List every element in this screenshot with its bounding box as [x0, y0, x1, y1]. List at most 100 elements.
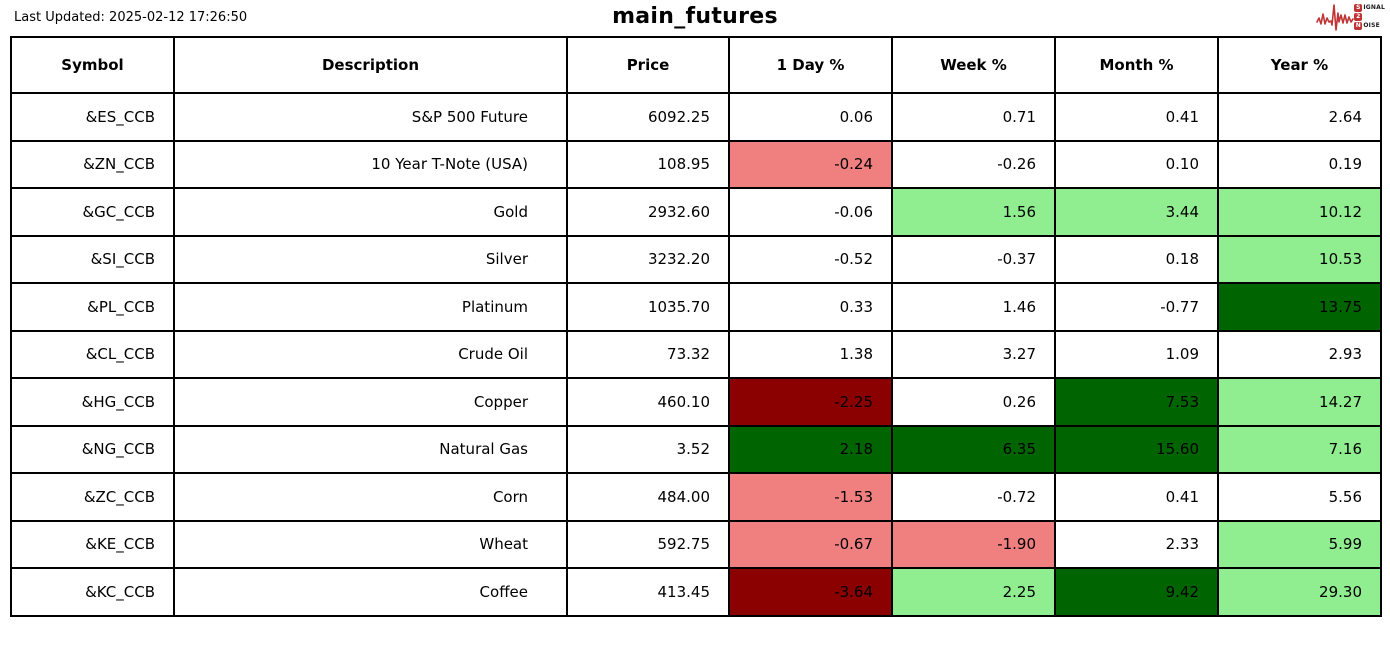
description-cell: Coffee: [173, 567, 568, 617]
symbol-cell: &GC_CCB: [10, 187, 175, 237]
column-header-month: Month %: [1054, 36, 1219, 94]
description-cell: Silver: [173, 234, 568, 284]
week-pct-cell: 0.26: [891, 377, 1056, 427]
year-pct-cell: 13.75: [1217, 282, 1382, 332]
description-cell: Natural Gas: [173, 424, 568, 474]
price-cell: 592.75: [566, 519, 730, 569]
description-cell: 10 Year T-Note (USA): [173, 139, 568, 189]
week-pct-cell: 6.35: [891, 424, 1056, 474]
logo-badge-s: S: [1354, 4, 1363, 12]
week-pct-cell: 0.71: [891, 92, 1056, 142]
price-cell: 6092.25: [566, 92, 730, 142]
day-pct-cell: 1.38: [728, 329, 893, 379]
logo-line-2: 2: [1354, 13, 1385, 21]
month-pct-cell: 9.42: [1054, 567, 1219, 617]
table-row-s-p-500-future: &ES_CCB S&P 500 Future 6092.25 0.06 0.71 0.41…: [10, 92, 1382, 142]
symbol-cell: &SI_CCB: [10, 234, 175, 284]
symbol-cell: &KC_CCB: [10, 567, 175, 617]
description-cell: Platinum: [173, 282, 568, 332]
month-pct-cell: 0.10: [1054, 139, 1219, 189]
month-pct-cell: 3.44: [1054, 187, 1219, 237]
price-cell: 3232.20: [566, 234, 730, 284]
week-pct-cell: 1.56: [891, 187, 1056, 237]
week-pct-cell: 2.25: [891, 567, 1056, 617]
description-cell: Crude Oil: [173, 329, 568, 379]
price-cell: 3.52: [566, 424, 730, 474]
price-cell: 108.95: [566, 139, 730, 189]
column-header-description: Description: [173, 36, 568, 94]
ecg-waveform-icon: [1316, 2, 1355, 32]
day-pct-cell: 2.18: [728, 424, 893, 474]
price-cell: 1035.70: [566, 282, 730, 332]
column-header-symbol: Symbol: [10, 36, 175, 94]
day-pct-cell: 0.33: [728, 282, 893, 332]
month-pct-cell: 0.41: [1054, 472, 1219, 522]
page-title: main_futures: [612, 4, 778, 29]
table-row-crude-oil: &CL_CCB Crude Oil 73.32 1.38 3.27 1.09 2.93: [10, 329, 1382, 379]
month-pct-cell: 2.33: [1054, 519, 1219, 569]
logo-text: S IGNAL 2 N OISE: [1354, 4, 1385, 30]
symbol-cell: &KE_CCB: [10, 519, 175, 569]
symbol-cell: &ZC_CCB: [10, 472, 175, 522]
week-pct-cell: 3.27: [891, 329, 1056, 379]
price-cell: 2932.60: [566, 187, 730, 237]
table-row-silver: &SI_CCB Silver 3232.20 -0.52 -0.37 0.18 10.53: [10, 234, 1382, 284]
day-pct-cell: -0.52: [728, 234, 893, 284]
year-pct-cell: 29.30: [1217, 567, 1382, 617]
last-updated-text: Last Updated: 2025-02-12 17:26:50: [14, 10, 248, 25]
symbol-cell: &HG_CCB: [10, 377, 175, 427]
column-header-year: Year %: [1217, 36, 1382, 94]
year-pct-cell: 2.93: [1217, 329, 1382, 379]
logo-badge-n: N: [1354, 22, 1363, 30]
month-pct-cell: 1.09: [1054, 329, 1219, 379]
week-pct-cell: -0.37: [891, 234, 1056, 284]
week-pct-cell: -0.26: [891, 139, 1056, 189]
description-cell: Gold: [173, 187, 568, 237]
price-cell: 484.00: [566, 472, 730, 522]
year-pct-cell: 2.64: [1217, 92, 1382, 142]
table-row-platinum: &PL_CCB Platinum 1035.70 0.33 1.46 -0.77 13.75: [10, 282, 1382, 332]
day-pct-cell: -2.25: [728, 377, 893, 427]
logo-word-signal-rest: IGNAL: [1363, 4, 1385, 11]
year-pct-cell: 10.12: [1217, 187, 1382, 237]
month-pct-cell: 0.18: [1054, 234, 1219, 284]
day-pct-cell: -0.06: [728, 187, 893, 237]
day-pct-cell: -0.67: [728, 519, 893, 569]
year-pct-cell: 10.53: [1217, 234, 1382, 284]
signal2noise-logo: S IGNAL 2 N OISE: [1316, 2, 1385, 32]
logo-line-noise: N OISE: [1354, 22, 1385, 30]
table-row-copper: &HG_CCB Copper 460.10 -2.25 0.26 7.53 14.27: [10, 377, 1382, 427]
price-cell: 460.10: [566, 377, 730, 427]
month-pct-cell: 15.60: [1054, 424, 1219, 474]
month-pct-cell: 0.41: [1054, 92, 1219, 142]
column-header-price: Price: [566, 36, 730, 94]
year-pct-cell: 14.27: [1217, 377, 1382, 427]
logo-word-noise-rest: OISE: [1363, 22, 1380, 29]
futures-table: Symbol Description Price 1 Day % Week % Month…: [10, 36, 1382, 617]
day-pct-cell: -3.64: [728, 567, 893, 617]
column-header-week: Week %: [891, 36, 1056, 94]
week-pct-cell: 1.46: [891, 282, 1056, 332]
year-pct-cell: 0.19: [1217, 139, 1382, 189]
description-cell: S&P 500 Future: [173, 92, 568, 142]
symbol-cell: &ZN_CCB: [10, 139, 175, 189]
price-cell: 413.45: [566, 567, 730, 617]
year-pct-cell: 7.16: [1217, 424, 1382, 474]
description-cell: Corn: [173, 472, 568, 522]
price-cell: 73.32: [566, 329, 730, 379]
day-pct-cell: -1.53: [728, 472, 893, 522]
symbol-cell: &NG_CCB: [10, 424, 175, 474]
table-row-wheat: &KE_CCB Wheat 592.75 -0.67 -1.90 2.33 5.99: [10, 519, 1382, 569]
description-cell: Wheat: [173, 519, 568, 569]
day-pct-cell: -0.24: [728, 139, 893, 189]
symbol-cell: &PL_CCB: [10, 282, 175, 332]
table-header-row: Symbol Description Price 1 Day % Week % Month…: [10, 36, 1382, 94]
month-pct-cell: 7.53: [1054, 377, 1219, 427]
logo-badge-2: 2: [1354, 13, 1363, 21]
table-row-natural-gas: &NG_CCB Natural Gas 3.52 2.18 6.35 15.60 7.16: [10, 424, 1382, 474]
week-pct-cell: -0.72: [891, 472, 1056, 522]
table-row-coffee: &KC_CCB Coffee 413.45 -3.64 2.25 9.42 29.30: [10, 567, 1382, 617]
table-row-gold: &GC_CCB Gold 2932.60 -0.06 1.56 3.44 10.12: [10, 187, 1382, 237]
description-cell: Copper: [173, 377, 568, 427]
day-pct-cell: 0.06: [728, 92, 893, 142]
